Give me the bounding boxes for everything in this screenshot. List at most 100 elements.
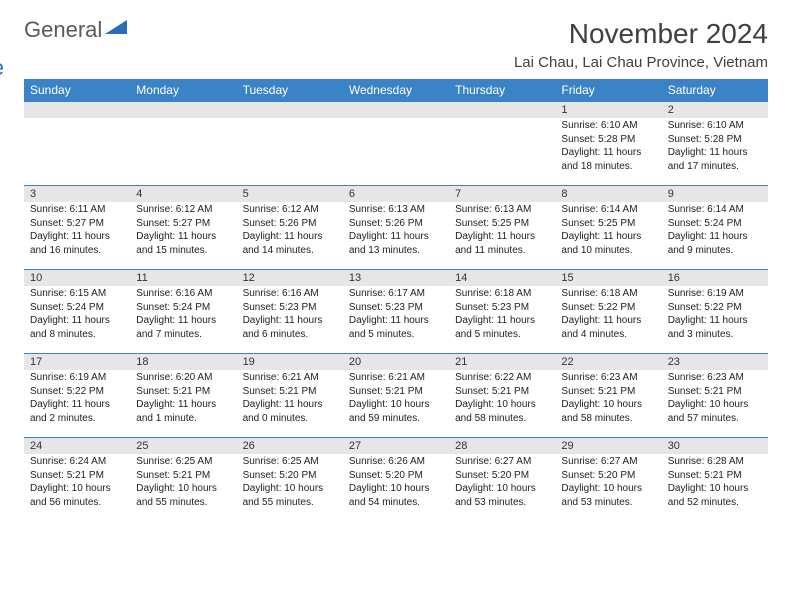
weekday-header: Tuesday xyxy=(237,79,343,102)
calendar-week-row: 24Sunrise: 6:24 AMSunset: 5:21 PMDayligh… xyxy=(24,438,768,522)
day-details: Sunrise: 6:14 AMSunset: 5:24 PMDaylight:… xyxy=(662,202,768,261)
calendar-empty-cell xyxy=(24,102,130,186)
day-number: 6 xyxy=(343,186,449,202)
calendar-week-row: 17Sunrise: 6:19 AMSunset: 5:22 PMDayligh… xyxy=(24,354,768,438)
day-details: Sunrise: 6:21 AMSunset: 5:21 PMDaylight:… xyxy=(237,370,343,429)
calendar-day-cell: 14Sunrise: 6:18 AMSunset: 5:23 PMDayligh… xyxy=(449,270,555,354)
calendar-day-cell: 6Sunrise: 6:13 AMSunset: 5:26 PMDaylight… xyxy=(343,186,449,270)
day-details: Sunrise: 6:22 AMSunset: 5:21 PMDaylight:… xyxy=(449,370,555,429)
weekday-header: Saturday xyxy=(662,79,768,102)
day-details xyxy=(237,118,343,123)
day-number: 22 xyxy=(555,354,661,370)
day-details: Sunrise: 6:15 AMSunset: 5:24 PMDaylight:… xyxy=(24,286,130,345)
day-number: 15 xyxy=(555,270,661,286)
day-details xyxy=(449,118,555,123)
day-number: 27 xyxy=(343,438,449,454)
day-details xyxy=(343,118,449,123)
day-number: 13 xyxy=(343,270,449,286)
day-details: Sunrise: 6:14 AMSunset: 5:25 PMDaylight:… xyxy=(555,202,661,261)
calendar-table: SundayMondayTuesdayWednesdayThursdayFrid… xyxy=(24,79,768,522)
day-number: 14 xyxy=(449,270,555,286)
day-number: 1 xyxy=(555,102,661,118)
day-details: Sunrise: 6:27 AMSunset: 5:20 PMDaylight:… xyxy=(449,454,555,513)
calendar-day-cell: 1Sunrise: 6:10 AMSunset: 5:28 PMDaylight… xyxy=(555,102,661,186)
calendar-day-cell: 28Sunrise: 6:27 AMSunset: 5:20 PMDayligh… xyxy=(449,438,555,522)
weekday-header: Monday xyxy=(130,79,236,102)
day-details: Sunrise: 6:10 AMSunset: 5:28 PMDaylight:… xyxy=(555,118,661,177)
day-number: 26 xyxy=(237,438,343,454)
day-number: 5 xyxy=(237,186,343,202)
day-details: Sunrise: 6:24 AMSunset: 5:21 PMDaylight:… xyxy=(24,454,130,513)
day-details: Sunrise: 6:13 AMSunset: 5:25 PMDaylight:… xyxy=(449,202,555,261)
day-number: 17 xyxy=(24,354,130,370)
calendar-day-cell: 25Sunrise: 6:25 AMSunset: 5:21 PMDayligh… xyxy=(130,438,236,522)
calendar-day-cell: 10Sunrise: 6:15 AMSunset: 5:24 PMDayligh… xyxy=(24,270,130,354)
day-number: 12 xyxy=(237,270,343,286)
calendar-day-cell: 8Sunrise: 6:14 AMSunset: 5:25 PMDaylight… xyxy=(555,186,661,270)
calendar-head: SundayMondayTuesdayWednesdayThursdayFrid… xyxy=(24,79,768,102)
calendar-empty-cell xyxy=(449,102,555,186)
calendar-day-cell: 26Sunrise: 6:25 AMSunset: 5:20 PMDayligh… xyxy=(237,438,343,522)
calendar-day-cell: 9Sunrise: 6:14 AMSunset: 5:24 PMDaylight… xyxy=(662,186,768,270)
day-number xyxy=(24,102,130,118)
day-number: 2 xyxy=(662,102,768,118)
location: Lai Chau, Lai Chau Province, Vietnam xyxy=(514,54,768,71)
calendar-day-cell: 13Sunrise: 6:17 AMSunset: 5:23 PMDayligh… xyxy=(343,270,449,354)
day-number: 7 xyxy=(449,186,555,202)
day-number: 20 xyxy=(343,354,449,370)
brand-logo: General Blue xyxy=(24,18,131,66)
day-number: 3 xyxy=(24,186,130,202)
day-details: Sunrise: 6:21 AMSunset: 5:21 PMDaylight:… xyxy=(343,370,449,429)
brand-text: General Blue xyxy=(24,18,131,66)
calendar-day-cell: 24Sunrise: 6:24 AMSunset: 5:21 PMDayligh… xyxy=(24,438,130,522)
weekday-header: Thursday xyxy=(449,79,555,102)
day-details: Sunrise: 6:27 AMSunset: 5:20 PMDaylight:… xyxy=(555,454,661,513)
day-details: Sunrise: 6:19 AMSunset: 5:22 PMDaylight:… xyxy=(662,286,768,345)
brand-triangle-icon xyxy=(105,18,131,38)
calendar-day-cell: 19Sunrise: 6:21 AMSunset: 5:21 PMDayligh… xyxy=(237,354,343,438)
day-details: Sunrise: 6:26 AMSunset: 5:20 PMDaylight:… xyxy=(343,454,449,513)
day-details xyxy=(24,118,130,123)
day-number xyxy=(237,102,343,118)
weekday-header: Sunday xyxy=(24,79,130,102)
day-number: 30 xyxy=(662,438,768,454)
calendar-day-cell: 15Sunrise: 6:18 AMSunset: 5:22 PMDayligh… xyxy=(555,270,661,354)
day-details: Sunrise: 6:18 AMSunset: 5:23 PMDaylight:… xyxy=(449,286,555,345)
calendar-day-cell: 29Sunrise: 6:27 AMSunset: 5:20 PMDayligh… xyxy=(555,438,661,522)
day-details: Sunrise: 6:17 AMSunset: 5:23 PMDaylight:… xyxy=(343,286,449,345)
day-number: 28 xyxy=(449,438,555,454)
day-details: Sunrise: 6:19 AMSunset: 5:22 PMDaylight:… xyxy=(24,370,130,429)
calendar-empty-cell xyxy=(237,102,343,186)
calendar-day-cell: 30Sunrise: 6:28 AMSunset: 5:21 PMDayligh… xyxy=(662,438,768,522)
calendar-day-cell: 17Sunrise: 6:19 AMSunset: 5:22 PMDayligh… xyxy=(24,354,130,438)
day-details: Sunrise: 6:13 AMSunset: 5:26 PMDaylight:… xyxy=(343,202,449,261)
calendar-day-cell: 27Sunrise: 6:26 AMSunset: 5:20 PMDayligh… xyxy=(343,438,449,522)
calendar-week-row: 10Sunrise: 6:15 AMSunset: 5:24 PMDayligh… xyxy=(24,270,768,354)
day-number: 21 xyxy=(449,354,555,370)
day-details: Sunrise: 6:16 AMSunset: 5:24 PMDaylight:… xyxy=(130,286,236,345)
calendar-day-cell: 21Sunrise: 6:22 AMSunset: 5:21 PMDayligh… xyxy=(449,354,555,438)
calendar-week-row: 1Sunrise: 6:10 AMSunset: 5:28 PMDaylight… xyxy=(24,102,768,186)
day-number: 25 xyxy=(130,438,236,454)
brand-part2: Blue xyxy=(0,55,4,80)
calendar-day-cell: 20Sunrise: 6:21 AMSunset: 5:21 PMDayligh… xyxy=(343,354,449,438)
day-number: 9 xyxy=(662,186,768,202)
day-details: Sunrise: 6:12 AMSunset: 5:27 PMDaylight:… xyxy=(130,202,236,261)
day-number: 10 xyxy=(24,270,130,286)
day-number xyxy=(343,102,449,118)
calendar-day-cell: 3Sunrise: 6:11 AMSunset: 5:27 PMDaylight… xyxy=(24,186,130,270)
day-number: 4 xyxy=(130,186,236,202)
calendar-empty-cell xyxy=(343,102,449,186)
calendar-body: 1Sunrise: 6:10 AMSunset: 5:28 PMDaylight… xyxy=(24,102,768,522)
day-details: Sunrise: 6:23 AMSunset: 5:21 PMDaylight:… xyxy=(555,370,661,429)
day-number: 11 xyxy=(130,270,236,286)
calendar-day-cell: 2Sunrise: 6:10 AMSunset: 5:28 PMDaylight… xyxy=(662,102,768,186)
calendar-day-cell: 16Sunrise: 6:19 AMSunset: 5:22 PMDayligh… xyxy=(662,270,768,354)
title-block: November 2024 Lai Chau, Lai Chau Provinc… xyxy=(514,18,768,71)
day-details: Sunrise: 6:16 AMSunset: 5:23 PMDaylight:… xyxy=(237,286,343,345)
day-details: Sunrise: 6:23 AMSunset: 5:21 PMDaylight:… xyxy=(662,370,768,429)
weekday-header: Wednesday xyxy=(343,79,449,102)
day-number: 24 xyxy=(24,438,130,454)
day-number xyxy=(130,102,236,118)
month-title: November 2024 xyxy=(514,18,768,50)
